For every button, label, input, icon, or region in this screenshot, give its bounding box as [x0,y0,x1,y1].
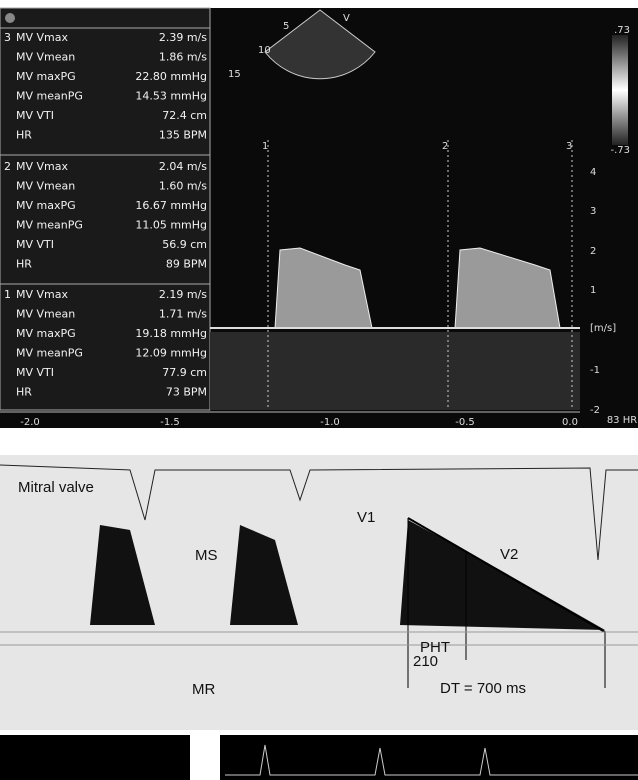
strip-gap [190,735,220,780]
row-value: 1.71 m/s [159,308,207,321]
color-scale-top: .73 [614,25,630,36]
row-label: MV Vmax [16,31,68,44]
cycle-marker: 2 [442,141,448,152]
icon [5,13,15,23]
row-value: 1.60 m/s [159,180,207,193]
color-bar [612,35,628,145]
row-value: 1.86 m/s [159,51,207,64]
velocity-label: 2 [590,246,596,257]
annotation-pht: PHT [420,639,450,656]
velocity-label: -2 [590,405,600,416]
row-value: 77.9 cm [162,366,207,379]
row-label: MV maxPG [16,199,76,212]
row-label: MV VTI [16,109,54,122]
color-scale-bottom: -.73 [610,145,630,156]
velocity-label: [m/s] [590,323,616,334]
sector-image [264,9,376,80]
group-index: 2 [4,160,11,173]
cycle-marker: 3 [566,141,572,152]
ecg-trace [0,464,638,561]
time-label: -1.0 [320,417,340,428]
row-label: MV maxPG [16,70,76,83]
row-value: 2.19 m/s [159,288,207,301]
row-label: MV Vmax [16,288,68,301]
row-value: 19.18 mmHg [135,327,207,340]
row-label: HR [16,258,32,271]
row-value: 12.09 mmHg [135,347,207,360]
ecg-strip [0,735,638,780]
slope-line [407,517,606,633]
row-label: MV meanPG [16,90,83,103]
row-label: MV Vmean [16,308,75,321]
row-value: 135 BPM [159,129,207,142]
row-value: 11.05 mmHg [135,219,207,232]
time-label: -1.5 [160,417,180,428]
depth-label: 15 [228,69,241,80]
annotation-mitral-valve: Mitral valve [18,479,94,496]
time-label: -0.5 [455,417,475,428]
mode-label: V [343,13,350,24]
row-label: MV Vmax [16,160,68,173]
measurement-table [0,7,211,411]
annotation-dt: DT = 700 ms [440,680,526,697]
row-value: 14.53 mmHg [135,90,207,103]
hr-label: 83 HR [607,415,637,426]
velocity-label: 3 [590,206,596,217]
velocity-label: 1 [590,285,596,296]
row-label: MV Vmean [16,180,75,193]
row-value: 16.67 mmHg [135,199,207,212]
velocity-label: 4 [590,167,596,178]
depth-label: 5 [283,21,289,32]
row-label: MV meanPG [16,347,83,360]
row-value: 73 BPM [166,386,207,399]
row-label: HR [16,129,32,142]
reverse-flow [210,332,580,410]
velocity-label: -1 [590,365,600,376]
group-index: 1 [4,288,11,301]
group-index: 3 [4,31,11,44]
time-label: -2.0 [20,417,40,428]
row-label: MV Vmean [16,51,75,64]
annotation-v2: V2 [500,546,518,563]
row-label: MV VTI [16,366,54,379]
annotation-v1: V1 [357,509,375,526]
time-label: 0.0 [562,417,578,428]
cycle-marker: 1 [262,141,268,152]
row-label: MV VTI [16,238,54,251]
row-value: 22.80 mmHg [135,70,207,83]
annotation-pht-value: 210 [413,653,438,670]
row-value: 89 BPM [166,258,207,271]
ms-envelope [90,525,155,625]
row-label: MV meanPG [16,219,83,232]
ms-envelope [230,525,298,625]
depth-label: 10 [258,45,271,56]
row-value: 2.04 m/s [159,160,207,173]
row-label: MV maxPG [16,327,76,340]
annotation-ms: MS [195,547,218,564]
annotation-mr: MR [192,681,215,698]
row-label: HR [16,386,32,399]
row-value: 56.9 cm [162,238,207,251]
row-value: 2.39 m/s [159,31,207,44]
ecg-trace [225,744,638,776]
row-value: 72.4 cm [162,109,207,122]
